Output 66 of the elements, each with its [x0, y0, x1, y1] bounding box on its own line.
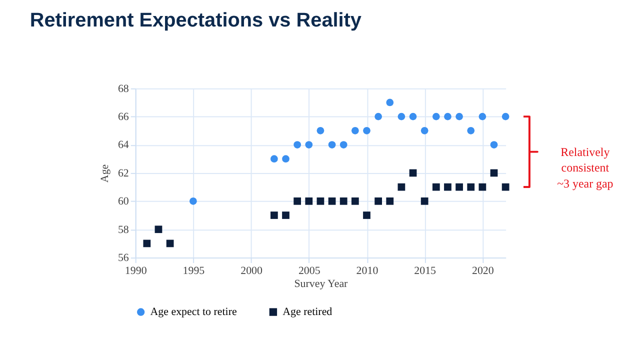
point [154, 226, 162, 234]
point [456, 183, 463, 191]
legend-label: Age retired [282, 306, 333, 318]
point [328, 197, 336, 205]
point [420, 126, 428, 134]
point [490, 169, 498, 177]
point [305, 141, 313, 148]
text: Relatively consistent ~3 year gap [557, 144, 614, 191]
point [316, 197, 324, 205]
y-tick-label: 56 [118, 252, 130, 264]
x-tick-label: 2020 [472, 264, 494, 277]
point [398, 112, 406, 120]
point [398, 183, 406, 191]
point [351, 126, 359, 134]
point [478, 183, 486, 191]
point [166, 240, 174, 248]
point [409, 112, 417, 120]
y-tick-label: 60 [118, 196, 130, 208]
point [282, 212, 290, 219]
y-tick-label: 62 [118, 167, 129, 180]
point [316, 126, 324, 134]
legend-label: Age expect to retire [150, 306, 237, 318]
point [432, 112, 440, 120]
point [270, 212, 278, 219]
point [294, 197, 302, 205]
x-tick-label: 2000 [240, 264, 264, 277]
point [490, 141, 498, 148]
x-tick-label: 1990 [124, 264, 148, 277]
point [467, 183, 475, 191]
point [351, 197, 359, 205]
point [456, 112, 463, 120]
x-axis-title: Survey Year [294, 278, 348, 290]
point [363, 212, 370, 219]
y-axis-title: Age [98, 164, 111, 183]
chart-title: Retirement Expectations vs Reality [30, 10, 362, 32]
point [432, 183, 440, 191]
point [340, 141, 348, 148]
point [386, 98, 394, 106]
point [294, 141, 302, 148]
point [478, 112, 486, 120]
x-tick-label: 2015 [414, 264, 437, 277]
point [409, 169, 417, 177]
x-tick-label: 1995 [182, 264, 206, 277]
point [502, 183, 510, 191]
point [270, 155, 278, 163]
point [444, 112, 452, 120]
point [502, 112, 510, 120]
point [143, 240, 151, 248]
point [467, 126, 475, 134]
point [340, 197, 348, 205]
point [282, 155, 290, 163]
point [305, 197, 313, 205]
point [374, 197, 382, 205]
y-tick-label: 68 [118, 82, 130, 95]
x-tick-label: 2005 [298, 264, 321, 277]
y-tick-label: 66 [118, 111, 130, 124]
y-tick-label: 58 [118, 224, 130, 236]
point [374, 112, 382, 120]
point [190, 197, 197, 205]
point [363, 126, 370, 134]
x-tick-label: 2010 [356, 264, 379, 277]
y-tick-label: 64 [118, 139, 130, 152]
point [386, 197, 394, 205]
point [444, 183, 452, 191]
point [328, 141, 336, 148]
point [420, 197, 428, 205]
